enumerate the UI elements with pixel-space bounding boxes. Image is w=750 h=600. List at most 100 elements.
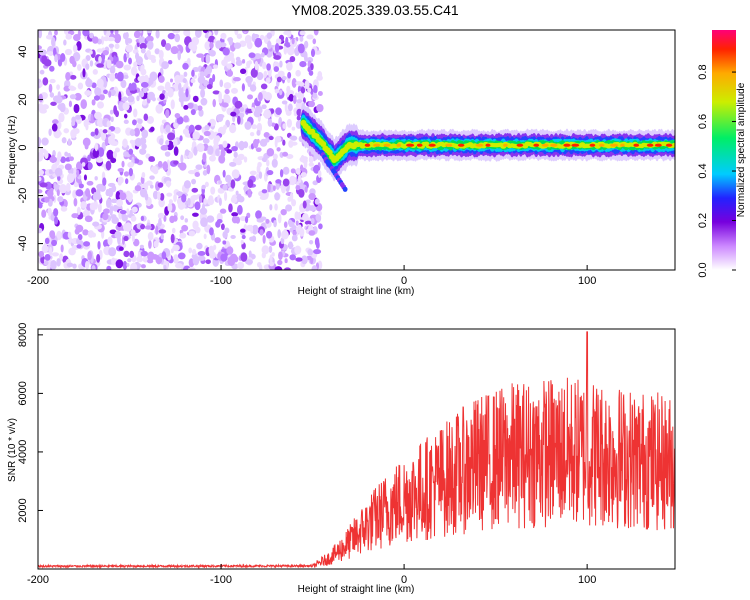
heatmap-cell (113, 55, 117, 66)
heatmap-cell (182, 128, 189, 135)
heatmap-cell (290, 168, 296, 174)
heatmap-cell (49, 92, 55, 98)
heatmap-cell (173, 122, 179, 129)
heatmap-cell (297, 211, 302, 221)
heatmap-cell (134, 185, 142, 192)
heatmap-cell (289, 56, 296, 63)
snr-y-ticks: 2000 4000 6000 8000 (17, 323, 43, 523)
colorbar-tick-label: 0.4 (697, 163, 709, 178)
colorbar-tick-label: 0.8 (697, 64, 709, 79)
heatmap-cell (133, 127, 140, 137)
heatmap-cell (86, 180, 94, 186)
heatmap-cell (69, 74, 77, 80)
heatmap-cell (201, 184, 206, 190)
heatmap-cell (314, 198, 320, 205)
heatmap-cell (263, 131, 270, 138)
heatmap-cell (279, 169, 284, 178)
heatmap-cell (254, 37, 263, 48)
heatmap-cell (44, 253, 51, 261)
snr-y-tick-label: 4000 (17, 440, 29, 464)
heatmap-cell (45, 34, 54, 40)
heatmap-cell (55, 95, 63, 104)
heatmap-cell (283, 267, 291, 270)
heatmap-cell (83, 241, 91, 247)
heatmap-cell (48, 128, 52, 137)
heatmap-cell (289, 254, 297, 261)
spectrogram-frame (37, 29, 676, 271)
heatmap-cell (184, 149, 190, 157)
heatmap-cell (218, 91, 223, 102)
heatmap-cell (196, 143, 205, 153)
heatmap-cell (216, 114, 225, 119)
heatmap-cell (312, 38, 317, 45)
heatmap-cell (158, 49, 164, 60)
heatmap-cell (192, 255, 200, 266)
heatmap-cell (81, 162, 86, 167)
heatmap-cell (38, 176, 42, 182)
heatmap-cell (288, 241, 294, 250)
heatmap-cell (103, 208, 111, 214)
heatmap-cell (234, 100, 243, 109)
heatmap-cell (160, 144, 169, 151)
heatmap-cell (76, 40, 82, 51)
heatmap-cell (138, 35, 146, 44)
heatmap-cell (122, 102, 130, 111)
heatmap-cell (262, 234, 266, 244)
heatmap-cell (229, 124, 237, 134)
heatmap-cell (57, 175, 61, 181)
heatmap-cell (130, 262, 138, 270)
heatmap-cell (90, 113, 94, 124)
heatmap-cell (150, 165, 159, 174)
heatmap-cell (210, 186, 216, 195)
snr-x-ticks: -200 -100 0 100 (27, 564, 596, 586)
heatmap-cell (301, 255, 308, 265)
heatmap-cell (197, 255, 206, 261)
heatmap-cell (53, 182, 57, 190)
heatmap-cell (287, 71, 292, 79)
heatmap-cell (280, 237, 285, 245)
heatmap-peak-cell (516, 143, 524, 147)
heatmap-cell (183, 71, 188, 77)
heatmap-cell (119, 192, 127, 201)
heatmap-cell (232, 115, 236, 123)
spectrogram-x-tick-label: -100 (210, 275, 232, 287)
heatmap-cell (157, 182, 164, 188)
heatmap-cell (89, 60, 94, 67)
heatmap-cell (201, 55, 205, 63)
heatmap-cell (233, 151, 238, 158)
heatmap-cell (266, 63, 271, 71)
heatmap-cell (267, 118, 273, 127)
spectrogram-y-tick-label: 20 (17, 93, 29, 105)
heatmap-cell (202, 152, 207, 162)
heatmap-cell (152, 190, 159, 200)
heatmap-cell (113, 126, 121, 134)
heatmap-peak-cell (665, 143, 673, 147)
heatmap-cell (231, 215, 238, 224)
heatmap-cell (111, 51, 118, 58)
heatmap-cell (247, 78, 252, 88)
heatmap-cell (171, 227, 176, 234)
snr-y-tick-label: 8000 (17, 323, 29, 347)
heatmap-cell (72, 128, 80, 135)
heatmap-cell (271, 158, 278, 168)
heatmap-cell (297, 224, 302, 231)
heatmap-cell (123, 53, 128, 63)
heatmap-cell (250, 68, 258, 78)
heatmap-cell (115, 190, 121, 201)
heatmap-cell (231, 212, 239, 217)
heatmap-cell (239, 106, 245, 113)
heatmap-cell (56, 230, 62, 241)
heatmap-cell (195, 164, 203, 170)
heatmap-cell (243, 156, 248, 163)
heatmap-cell (54, 167, 63, 177)
heatmap-cell (134, 137, 143, 147)
heatmap-cell (49, 246, 53, 257)
heatmap-cell (261, 245, 270, 255)
heatmap-cell (142, 100, 147, 106)
heatmap-cell (76, 206, 81, 216)
heatmap-cell (194, 30, 202, 38)
heatmap-cell (96, 117, 105, 128)
heatmap-cell (104, 136, 109, 147)
heatmap-cell (109, 72, 116, 82)
heatmap-cell (300, 172, 307, 178)
